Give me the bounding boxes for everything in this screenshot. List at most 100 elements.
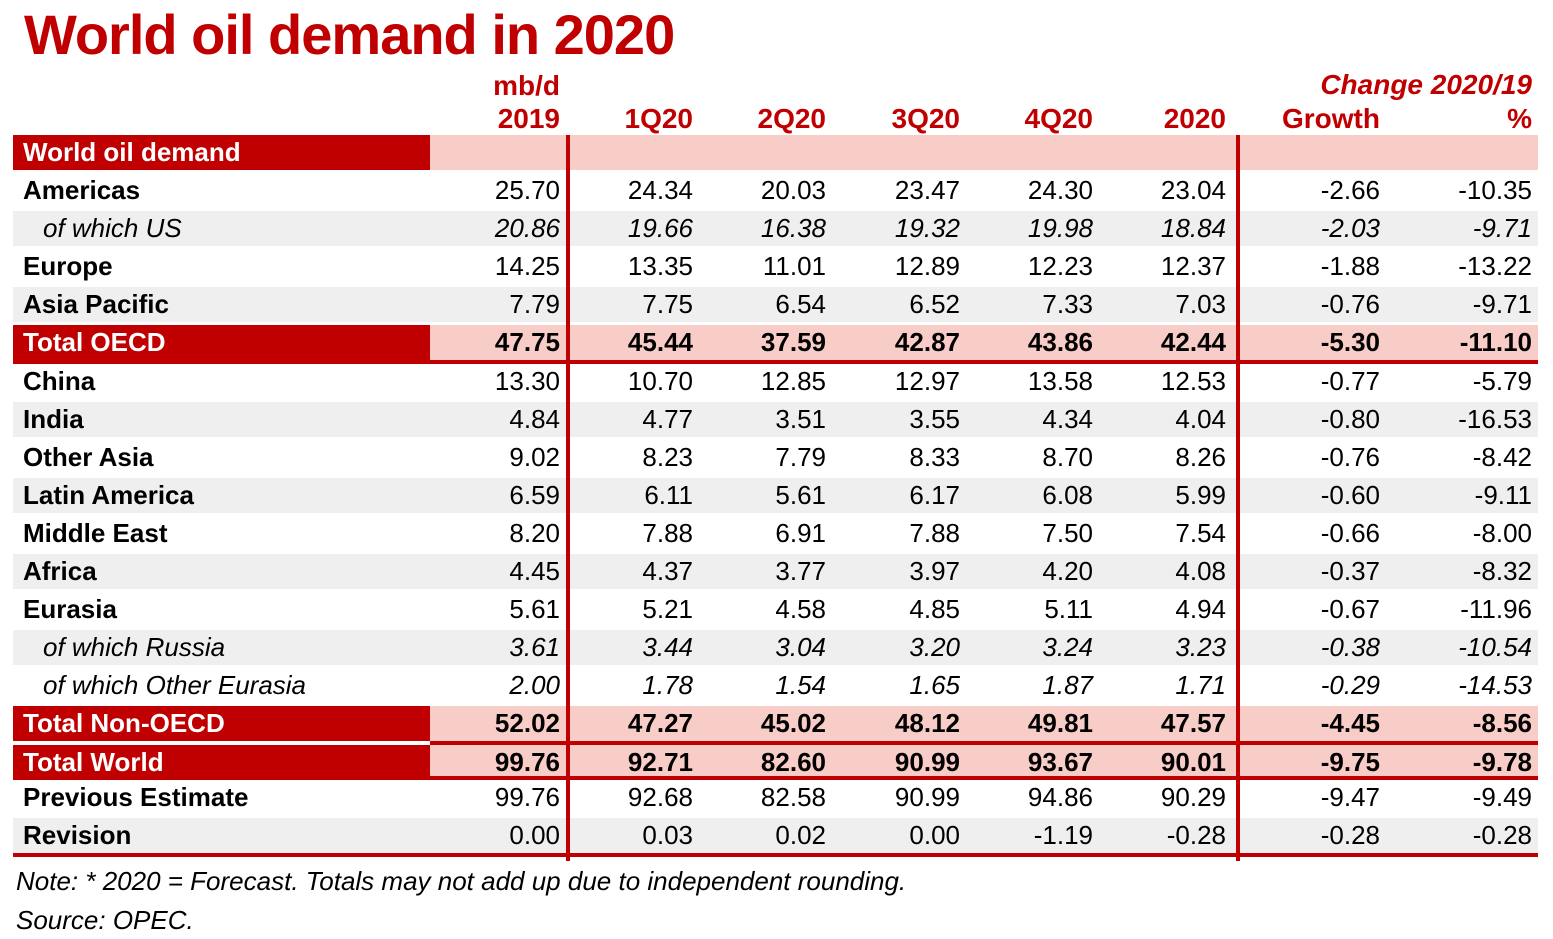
column-header-2019: 2019: [497, 102, 560, 134]
value-cell: -1.88: [1320, 250, 1380, 281]
value-cell: 3.55: [909, 403, 960, 434]
value-cell: 7.88: [909, 517, 960, 548]
row-label: India: [23, 403, 84, 434]
value-cell: 18.84: [1160, 212, 1226, 243]
footnote: Note: * 2020 = Forecast. Totals may not …: [16, 865, 907, 896]
value-cell: 4.94: [1175, 593, 1226, 624]
value-cell: [1103, 135, 1236, 170]
row-label: Latin America: [23, 479, 194, 510]
value-cell: 20.86: [494, 212, 560, 243]
value-cell: -9.49: [1472, 781, 1532, 812]
value-cell: 3.97: [909, 555, 960, 586]
value-cell: [430, 135, 570, 170]
row-label: Europe: [23, 250, 113, 281]
value-cell: 7.79: [775, 441, 826, 472]
value-cell: -0.38: [1320, 631, 1380, 662]
value-cell: -0.28: [1320, 819, 1380, 850]
table-row: Americas 25.70 24.34 20.03 23.47 24.30 23.04 -2…: [13, 173, 1538, 208]
row-label: of which US: [43, 212, 182, 243]
change-header-group: Change 2020/19 Growth %: [1236, 67, 1538, 135]
value-cell: [703, 135, 836, 170]
value-cell: 3.61: [509, 631, 560, 662]
row-label: China: [23, 365, 96, 396]
value-cell: 4.58: [775, 593, 826, 624]
value-cell: -9.71: [1472, 288, 1532, 319]
change-header: Change 2020/19: [1320, 68, 1532, 100]
value-cell: -0.77: [1320, 365, 1380, 396]
value-cell: 1.65: [909, 669, 960, 700]
value-cell: -0.28: [1166, 819, 1226, 850]
row-label: Total OECD: [13, 324, 430, 360]
value-cell: -0.67: [1320, 593, 1380, 624]
value-cell: -8.42: [1472, 441, 1532, 472]
table-row: Other Asia 9.02 8.23 7.79 8.33 8.70 8.26 -0.76 -…: [13, 440, 1538, 475]
value-cell: 93.67: [970, 740, 1103, 777]
value-cell: 0.02: [775, 819, 826, 850]
table-row: of which Russia 3.61 3.44 3.04 3.20 3.24 3.23 -…: [13, 629, 1538, 665]
value-cell: 12.85: [760, 365, 826, 396]
value-cell: 7.03: [1175, 288, 1226, 319]
value-cell: -16.53: [1458, 403, 1532, 434]
value-cell: -9.47: [1320, 781, 1380, 812]
value-cell: 90.99: [894, 781, 960, 812]
value-cell: 8.26: [1175, 441, 1226, 472]
value-cell: 7.33: [1042, 288, 1093, 319]
value-cell: 42.44: [1160, 326, 1226, 357]
value-cell: -8.32: [1472, 555, 1532, 586]
value-cell: 8.33: [909, 441, 960, 472]
table-column-headers: mb/d 2019 1Q20 2Q20 3Q20 4Q20 2020 Chang…: [13, 65, 1538, 135]
value-cell: 99.76: [430, 740, 570, 777]
value-cell: 5.99: [1175, 479, 1226, 510]
row-label: of which Other Eurasia: [43, 669, 307, 700]
value-cell: 13.58: [1027, 365, 1093, 396]
value-cell: 6.91: [775, 517, 826, 548]
value-cell: 3.44: [642, 631, 693, 662]
row-label: Middle East: [23, 517, 168, 548]
value-cell: 12.37: [1160, 250, 1226, 281]
table-row: Africa 4.45 4.37 3.77 3.97 4.20 4.08 -0.37 -8.32: [13, 553, 1538, 589]
table-row: China 13.30 10.70 12.85 12.97 13.58 12.53 -0.77…: [13, 364, 1538, 399]
value-cell: [1392, 135, 1538, 170]
value-cell: -0.29: [1320, 669, 1380, 700]
value-cell: 3.77: [775, 555, 826, 586]
value-cell: 7.50: [1042, 517, 1093, 548]
value-cell: 7.54: [1175, 517, 1226, 548]
value-cell: 19.66: [627, 212, 693, 243]
value-cell: 12.97: [894, 365, 960, 396]
value-cell: 43.86: [1027, 326, 1093, 357]
row-label: Revision: [23, 819, 132, 850]
row-label: Americas: [23, 174, 141, 205]
value-cell: -10.54: [1458, 631, 1532, 662]
table-row: Europe 14.25 13.35 11.01 12.89 12.23 12.37 -1.8…: [13, 249, 1538, 284]
value-cell: 4.04: [1175, 403, 1226, 434]
value-cell: 23.47: [894, 174, 960, 205]
value-cell: 48.12: [894, 707, 960, 738]
value-cell: 6.59: [509, 479, 560, 510]
value-cell: 1.54: [775, 669, 826, 700]
column-header-1q20: 1Q20: [624, 102, 694, 134]
value-cell: 99.76: [494, 781, 560, 812]
value-cell: -0.76: [1320, 288, 1380, 319]
value-cell: 82.60: [703, 740, 836, 777]
value-cell: 16.38: [760, 212, 826, 243]
value-cell: 20.03: [760, 174, 826, 205]
row-label: Total World: [13, 740, 430, 777]
value-cell: 49.81: [1027, 707, 1093, 738]
value-cell: 45.44: [627, 326, 693, 357]
value-cell: 5.61: [509, 593, 560, 624]
table-row: World oil demand: [13, 134, 1538, 170]
value-cell: 4.77: [642, 403, 693, 434]
row-label: Africa: [23, 555, 97, 586]
value-cell: -0.28: [1472, 819, 1532, 850]
value-cell: -2.66: [1320, 174, 1380, 205]
value-cell: -4.45: [1320, 707, 1380, 738]
value-cell: 3.51: [775, 403, 826, 434]
value-cell: 3.04: [775, 631, 826, 662]
value-cell: 92.71: [570, 740, 703, 777]
column-header-4q20: 4Q20: [1024, 102, 1094, 134]
value-cell: 10.70: [627, 365, 693, 396]
column-header-2q20: 2Q20: [757, 102, 827, 134]
column-header-growth: Growth: [1282, 102, 1380, 134]
value-cell: 7.88: [642, 517, 693, 548]
oil-demand-table: World oil demand Americas 25.70 24.34 20.03 2…: [13, 134, 1538, 861]
